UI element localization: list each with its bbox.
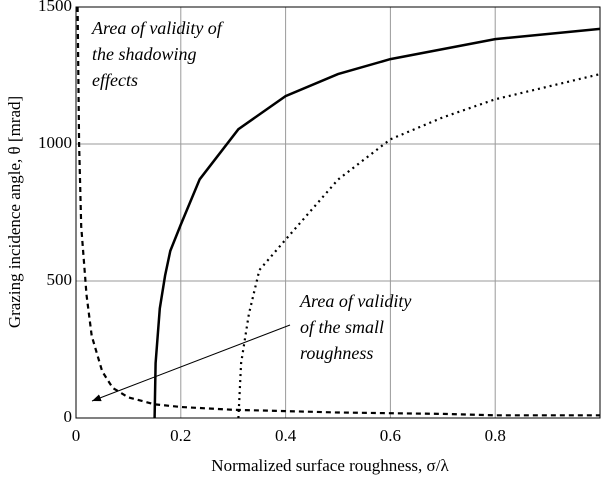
y-tick-label: 1000 <box>38 133 72 152</box>
x-tick-label: 0.4 <box>275 426 297 445</box>
annotation: Area of validity <box>299 291 411 311</box>
x-tick-label: 0.2 <box>170 426 191 445</box>
x-tick-label: 0 <box>72 426 81 445</box>
y-tick-label: 1500 <box>38 0 72 15</box>
annotation-arrow <box>91 324 291 402</box>
y-tick-label: 500 <box>47 270 73 289</box>
annotation: the shadowing <box>92 44 197 64</box>
data-line <box>76 6 600 417</box>
annotation: effects <box>92 70 138 90</box>
plot-frame <box>75 6 601 419</box>
data-line <box>237 73 601 419</box>
x-axis-label: Normalized surface roughness, σ/λ <box>211 456 449 475</box>
y-axis-label: Grazing incidence angle, θ [mrad] <box>5 96 24 328</box>
annotation: Area of validity of <box>91 18 225 38</box>
annotation: of the small <box>300 317 384 337</box>
annotation: roughness <box>300 343 373 363</box>
data-line <box>153 27 601 419</box>
y-tick-label: 0 <box>64 407 73 426</box>
x-tick-label: 0.6 <box>380 426 401 445</box>
x-tick-label: 0.8 <box>485 426 506 445</box>
